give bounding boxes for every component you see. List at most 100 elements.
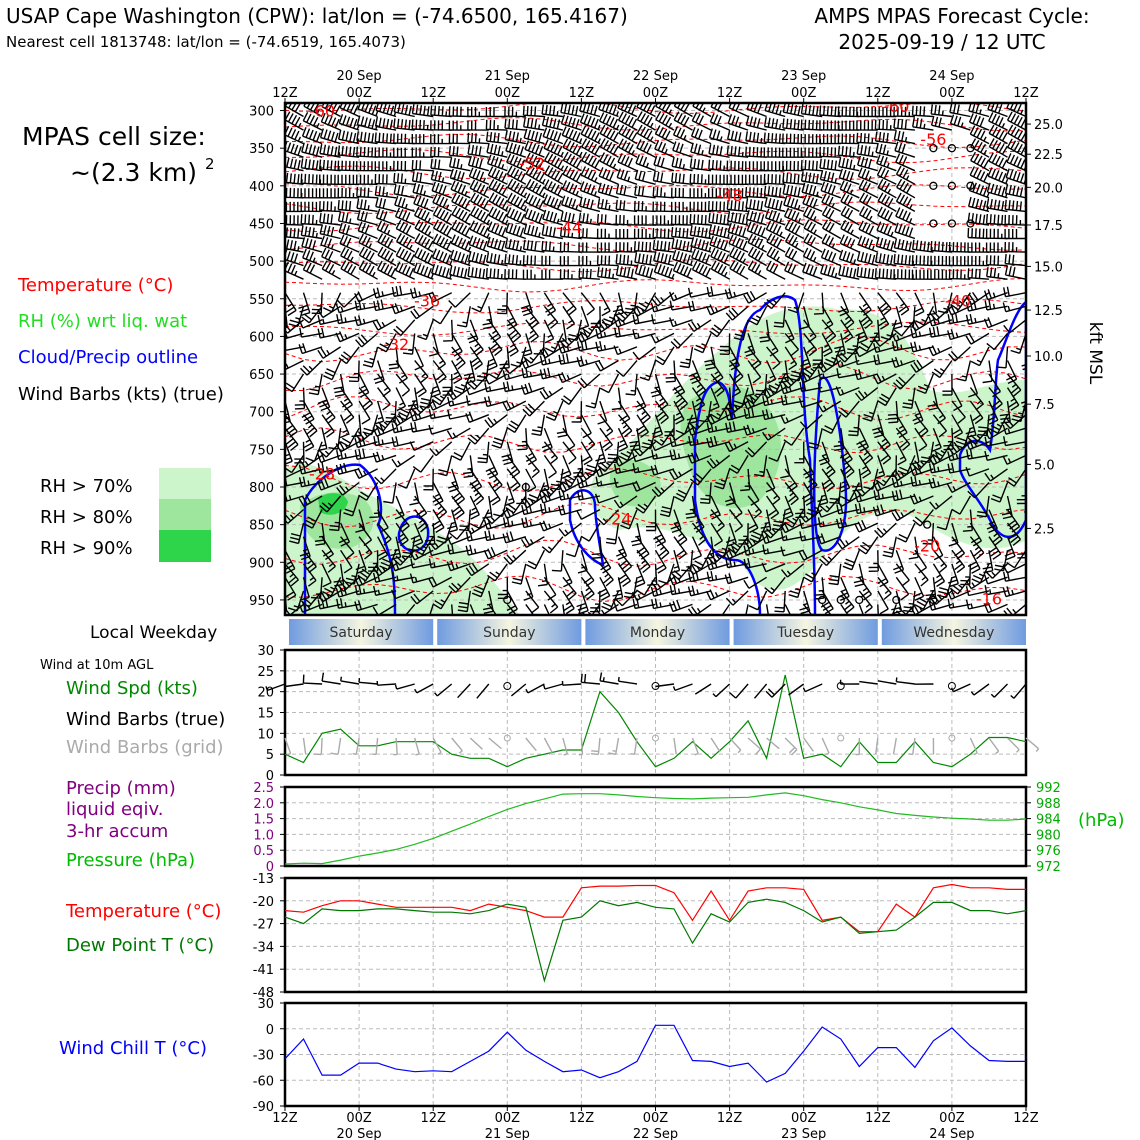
- y-tick-label: 2.0: [253, 797, 274, 812]
- bottom-tick-label: 12Z: [420, 1111, 446, 1126]
- wind-barb: [615, 214, 638, 226]
- wind-barb: [543, 441, 559, 465]
- wind-barb: [877, 206, 897, 226]
- wind-barb: [1002, 454, 1026, 465]
- wind-barb: [761, 385, 786, 399]
- wind-barb: [285, 491, 304, 503]
- wind-barb: [302, 674, 323, 685]
- calm-marker-grid: [652, 734, 659, 742]
- wind-barb: [895, 192, 916, 213]
- wind-barb: [988, 124, 1008, 145]
- wind-barb: [265, 683, 286, 692]
- wind-barb: [837, 133, 860, 145]
- wind-barb: [476, 360, 490, 382]
- wind-barb: [451, 441, 471, 461]
- wind-barb: [803, 603, 813, 615]
- wind-barb: [985, 228, 1008, 240]
- wind-barb: [543, 737, 553, 755]
- wind-barb: [524, 193, 545, 213]
- wind-barb: [1004, 536, 1016, 561]
- wind-barb: [488, 319, 502, 343]
- wind-barb: [285, 156, 304, 172]
- wind-barb: [413, 194, 434, 213]
- wind-barb: [947, 329, 971, 341]
- wind-barb: [987, 400, 999, 425]
- wind-barb: [544, 333, 564, 353]
- wind-barb: [375, 414, 397, 432]
- wind-barb: [947, 312, 971, 325]
- wind-barb: [1004, 265, 1026, 280]
- wind-barb: [929, 495, 953, 510]
- wind-barb: [967, 268, 990, 280]
- wind-barb: [782, 147, 804, 158]
- wind-barb: [395, 219, 416, 240]
- wind-barb: [488, 192, 509, 213]
- wind-barb: [930, 255, 952, 267]
- wind-barb: [285, 455, 286, 459]
- wind-barb: [431, 509, 445, 534]
- wind-barb: [521, 367, 545, 379]
- wind-barb: [651, 598, 675, 610]
- wind-barb: [468, 495, 480, 520]
- wind-barb: [788, 577, 805, 599]
- wind-barb: [821, 193, 842, 213]
- wind-barb: [894, 222, 916, 240]
- wind-barb: [335, 585, 360, 598]
- y-tick-label: 25: [257, 665, 274, 680]
- wind-barb: [414, 737, 420, 756]
- calm-marker: [818, 595, 827, 605]
- wind-barb: [431, 263, 452, 280]
- wind-barb: [372, 451, 397, 463]
- wind-barb: [488, 360, 508, 380]
- wind-barb: [948, 346, 971, 362]
- wind-barb: [932, 427, 942, 452]
- weekday-label: Tuesday: [776, 625, 834, 641]
- wind-barb: [690, 142, 712, 158]
- temperature-contour: [285, 259, 1026, 273]
- wind-barb: [721, 387, 732, 410]
- wind-barb: [691, 260, 712, 280]
- wind-barb: [655, 111, 675, 131]
- wind-barb: [402, 333, 416, 355]
- wind-barb: [447, 468, 460, 493]
- wind-barb: [801, 182, 823, 199]
- wind-barb: [672, 126, 693, 145]
- wind-barb: [539, 503, 564, 514]
- wind-barb: [876, 221, 897, 240]
- wind-barb: [431, 387, 453, 406]
- wind-barb: [856, 106, 878, 118]
- wind-barb: [914, 414, 929, 438]
- wind-barb: [394, 207, 415, 226]
- wind-barb: [409, 410, 434, 422]
- wind-barb: [891, 306, 903, 330]
- wind-barb: [653, 251, 675, 267]
- wind-barb: [559, 226, 582, 240]
- wind-barb: [895, 207, 916, 226]
- wind-barb: [450, 180, 471, 199]
- wind-barb: [872, 373, 897, 385]
- wind-barb: [1006, 468, 1026, 487]
- wind-barb: [943, 428, 954, 451]
- wind-barb: [285, 187, 304, 199]
- precip-label-1: Precip (mm): [66, 778, 176, 799]
- weekday-band: [881, 619, 1026, 645]
- wind-barb: [854, 519, 879, 533]
- wind-barb: [949, 576, 971, 595]
- temperature-contour: [285, 148, 1026, 164]
- temperature-contour-label: -44: [556, 218, 582, 237]
- wind-barb: [782, 118, 804, 131]
- wind-barb: [745, 387, 768, 405]
- wind-barb: [773, 306, 786, 328]
- wind-barb: [985, 213, 1008, 226]
- wind-barb: [599, 549, 612, 574]
- wind-barb: [687, 319, 712, 332]
- wind-barb: [562, 305, 576, 330]
- wind-barb: [724, 288, 749, 300]
- wind-barb: [895, 292, 910, 316]
- wind-barb: [842, 549, 860, 571]
- wind-barb: [598, 112, 620, 131]
- wind-barb: [932, 414, 948, 438]
- wind-barb: [576, 590, 589, 615]
- wind-barb: [285, 169, 286, 171]
- temperature-panel: -48-41-34-27-20-13: [253, 872, 1028, 1001]
